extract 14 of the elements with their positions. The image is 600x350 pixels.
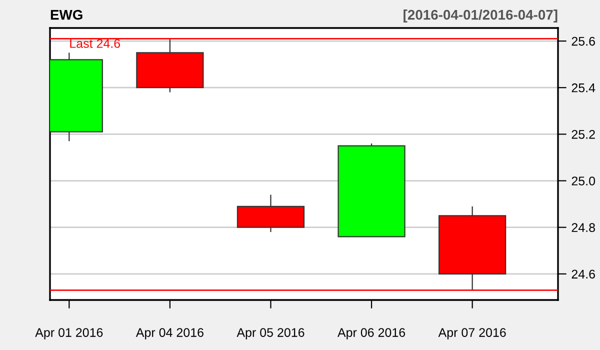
- y-tick-label: 25.6: [572, 36, 595, 46]
- x-tick-label: Apr 04 2016: [136, 328, 204, 340]
- chart-subtitle: [2016-04-01/2016-04-07]: [404, 10, 558, 22]
- y-tick-label: 24.6: [572, 270, 595, 279]
- x-tick-label: Apr 06 2016: [338, 328, 406, 340]
- x-tick-label: Apr 07 2016: [438, 328, 506, 340]
- y-tick-label: 24.8: [572, 223, 595, 232]
- chart-title: EWG: [50, 10, 82, 20]
- x-tick-label: Apr 01 2016: [35, 328, 103, 340]
- y-tick-label: 25.4: [572, 83, 596, 92]
- y-tick-label: 25.0: [572, 176, 596, 186]
- y-tick-label: 25.2: [572, 130, 595, 139]
- x-tick-label: Apr 05 2016: [236, 328, 304, 340]
- ref-line-label: Last 24.6: [70, 39, 120, 48]
